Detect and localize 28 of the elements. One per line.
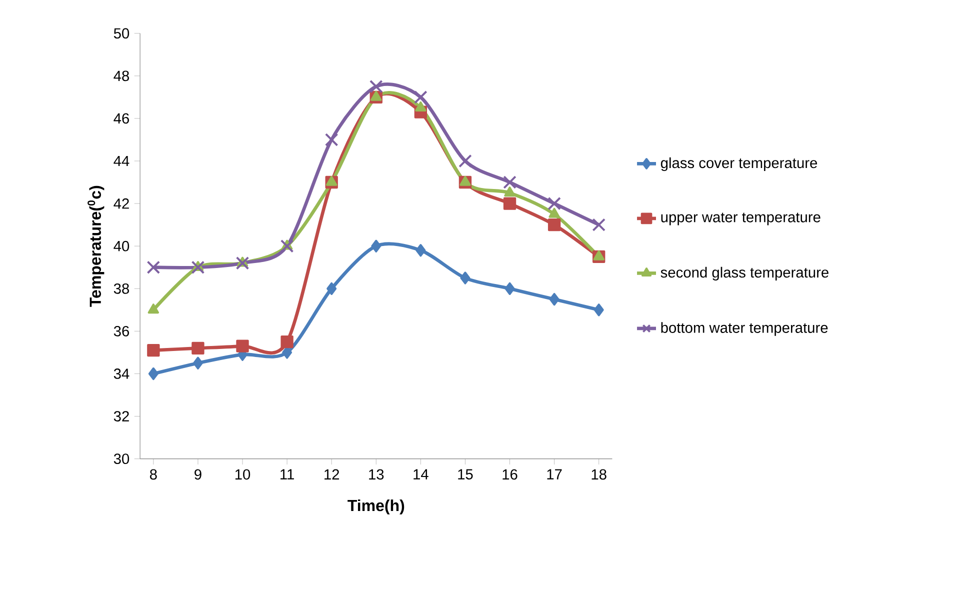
y-tick-label: 38 xyxy=(114,284,129,294)
y-tick-label: 42 xyxy=(114,198,129,209)
y-tick-label: 34 xyxy=(114,368,130,380)
x-tick-label: 9 xyxy=(194,469,202,480)
y-tick-label: 40 xyxy=(114,241,130,252)
x-tick-label: 13 xyxy=(369,469,384,480)
y-tick-label: 48 xyxy=(114,70,129,82)
x-tick-label: 16 xyxy=(502,469,518,480)
x-tick-label: 10 xyxy=(235,469,250,480)
y-tick-label: 36 xyxy=(114,326,129,337)
x-tick-label: 11 xyxy=(280,469,294,480)
y-tick-label: 50 xyxy=(114,28,130,39)
legend-label: glass cover temperature xyxy=(660,158,818,172)
legend-label: upper water temperature xyxy=(661,212,820,226)
x-tick-label: 8 xyxy=(150,469,157,480)
x-tick-label: 12 xyxy=(324,469,340,480)
x-tick-label: 18 xyxy=(592,469,606,480)
legend-label: bottom water temperature xyxy=(661,322,828,336)
y-tick-label: 44 xyxy=(114,156,130,166)
y-tick-label: 46 xyxy=(114,114,129,124)
x-tick-label: 17 xyxy=(547,469,562,480)
x-axis-title: Time(h) xyxy=(348,500,404,515)
x-tick-label: 15 xyxy=(458,469,473,480)
y-axis-title: Temperature($^{0}$c) xyxy=(88,186,104,308)
y-tick-label: 30 xyxy=(114,454,130,464)
legend-label: second glass temperature xyxy=(660,267,828,281)
x-tick-label: 14 xyxy=(414,469,428,480)
y-tick-label: 32 xyxy=(114,411,129,422)
